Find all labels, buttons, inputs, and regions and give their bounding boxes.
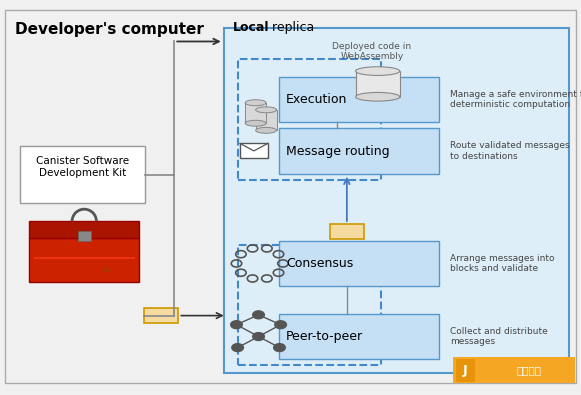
FancyBboxPatch shape <box>279 128 439 174</box>
Ellipse shape <box>356 92 400 101</box>
Text: Local: Local <box>232 21 269 34</box>
FancyBboxPatch shape <box>279 241 439 286</box>
Text: Deployed code in
WebAssembly: Deployed code in WebAssembly <box>332 41 411 61</box>
FancyBboxPatch shape <box>456 359 475 382</box>
Circle shape <box>275 321 286 329</box>
FancyBboxPatch shape <box>144 308 178 323</box>
Text: replica: replica <box>268 21 315 34</box>
Text: ω: ω <box>102 264 110 274</box>
FancyBboxPatch shape <box>224 28 569 373</box>
Ellipse shape <box>356 67 400 75</box>
Text: Developer's computer: Developer's computer <box>15 22 203 37</box>
Ellipse shape <box>256 128 277 134</box>
FancyBboxPatch shape <box>453 357 575 383</box>
FancyBboxPatch shape <box>5 10 576 383</box>
FancyBboxPatch shape <box>29 238 139 282</box>
Text: Consensus: Consensus <box>286 257 353 270</box>
FancyBboxPatch shape <box>245 103 266 123</box>
Text: Execution: Execution <box>286 93 347 106</box>
FancyBboxPatch shape <box>279 77 439 122</box>
Ellipse shape <box>245 100 266 105</box>
Text: Peer-to-peer: Peer-to-peer <box>286 330 363 343</box>
FancyBboxPatch shape <box>330 224 364 239</box>
Text: Manage a safe environment for
deterministic computation: Manage a safe environment for determinis… <box>450 90 581 109</box>
Text: Message routing: Message routing <box>286 145 389 158</box>
Text: Canister Software
Development Kit: Canister Software Development Kit <box>36 156 130 178</box>
FancyBboxPatch shape <box>240 143 268 158</box>
FancyBboxPatch shape <box>29 221 139 238</box>
FancyBboxPatch shape <box>78 231 91 241</box>
Ellipse shape <box>245 120 266 126</box>
FancyBboxPatch shape <box>20 146 145 203</box>
FancyBboxPatch shape <box>256 110 277 130</box>
Text: Arrange messages into
blocks and validate: Arrange messages into blocks and validat… <box>450 254 555 273</box>
FancyBboxPatch shape <box>356 71 400 97</box>
Circle shape <box>274 344 285 352</box>
Text: Collect and distribute
messages: Collect and distribute messages <box>450 327 548 346</box>
Circle shape <box>253 311 264 319</box>
Text: Route validated messages
to destinations: Route validated messages to destinations <box>450 141 570 161</box>
FancyBboxPatch shape <box>279 314 439 359</box>
Text: J: J <box>463 364 468 377</box>
Circle shape <box>232 344 243 352</box>
Ellipse shape <box>256 107 277 113</box>
Text: 金色财经: 金色财经 <box>517 365 541 375</box>
Circle shape <box>253 333 264 340</box>
Circle shape <box>231 321 242 329</box>
